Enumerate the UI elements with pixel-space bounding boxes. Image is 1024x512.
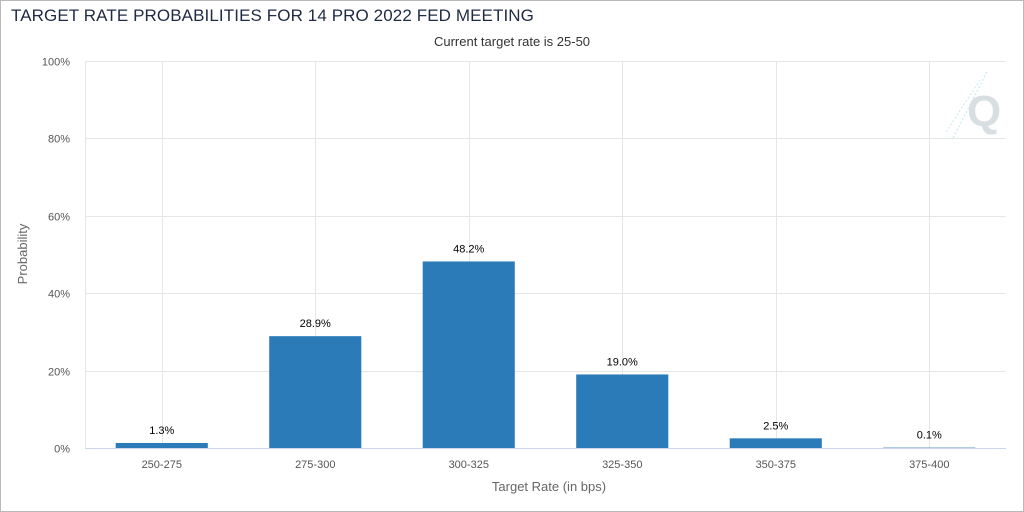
x-tick-label: 275-300 (295, 459, 335, 471)
chart-title: TARGET RATE PROBABILITIES FOR 14 PRO 202… (11, 6, 534, 25)
bar-300-325 (422, 261, 515, 448)
quikstrike-logo: Q (945, 71, 1001, 141)
bar-350-375 (729, 438, 822, 448)
data-label: 48.2% (453, 243, 484, 255)
bar-325-350 (576, 374, 669, 448)
y-tick-label: 20% (48, 367, 70, 379)
chart-subtitle: Current target rate is 25-50 (433, 34, 591, 49)
bar-275-300 (269, 336, 362, 448)
bars (115, 261, 976, 448)
x-tick-label: 250-275 (142, 459, 182, 471)
bar-250-275 (115, 442, 208, 448)
x-tick-label: 350-375 (756, 459, 796, 471)
x-tick-label: 300-325 (449, 459, 489, 471)
y-axis-title: Probability (15, 223, 30, 284)
x-tick-label: 375-400 (909, 459, 949, 471)
data-label: 1.3% (149, 425, 174, 437)
y-tick-label: 60% (48, 212, 70, 224)
logo-letter: Q (967, 87, 1001, 136)
data-label: 19.0% (607, 356, 638, 368)
x-axis-title: Target Rate (in bps) (492, 479, 606, 494)
y-tick-label: 0% (54, 444, 70, 456)
grid-lines (85, 61, 1006, 449)
data-labels: 1.3% 28.9% 48.2% 19.0% 2.5% 0.1% (149, 243, 942, 441)
data-label: 2.5% (763, 420, 788, 432)
y-tick-label: 40% (48, 289, 70, 301)
y-tick-label: 80% (48, 134, 70, 146)
data-label: 28.9% (300, 318, 331, 330)
y-tick-labels: 0% 20% 40% 60% 80% 100% (42, 57, 70, 456)
logo-streak-line (951, 71, 988, 141)
y-tick-label: 100% (42, 57, 70, 69)
x-tick-labels: 250-275 275-300 300-325 325-350 350-375 375-4… (142, 459, 950, 471)
data-label: 0.1% (917, 430, 942, 442)
x-tick-label: 325-350 (602, 459, 642, 471)
